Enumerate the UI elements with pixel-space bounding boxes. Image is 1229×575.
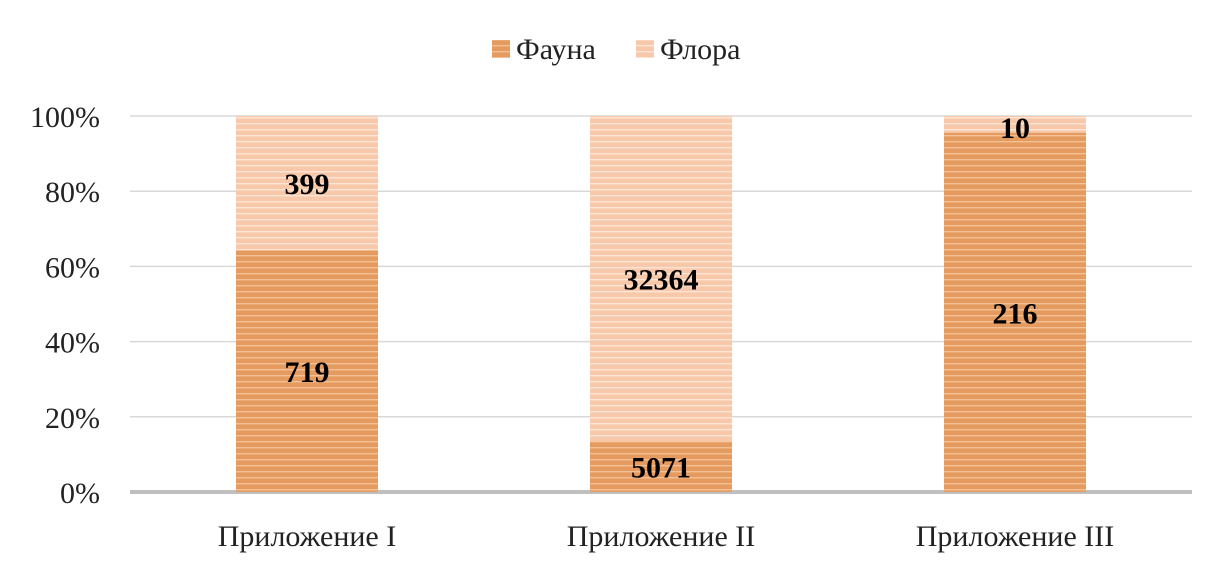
y-tick-label: 80% <box>45 176 100 209</box>
data-labels: 719 399 5071 32364 216 10 <box>285 112 1038 485</box>
data-label: 32364 <box>624 264 699 297</box>
y-tick-label: 20% <box>45 402 100 435</box>
bar-segment-flora <box>236 116 378 251</box>
y-tick-label: 100% <box>30 101 100 134</box>
data-label: 216 <box>993 297 1038 330</box>
y-tick-label: 0% <box>60 477 100 510</box>
legend-swatch-fauna <box>492 40 510 58</box>
legend: Фауна Флора <box>492 33 741 66</box>
x-category-label: Приложение II <box>567 520 756 553</box>
legend-swatch-flora <box>636 40 654 58</box>
bar-segment-fauna <box>944 132 1086 493</box>
bar-segment-fauna <box>590 441 732 492</box>
y-tick-label: 40% <box>45 327 100 360</box>
y-tick-label: 60% <box>45 251 100 284</box>
x-category-label: Приложение I <box>218 520 397 553</box>
y-axis: 0% 20% 40% 60% 80% 100% <box>30 101 100 510</box>
x-category-label: Приложение III <box>916 520 1115 553</box>
bar-segment-flora <box>944 116 1086 133</box>
bars <box>236 116 1086 493</box>
legend-label-flora: Флора <box>660 33 741 66</box>
data-label: 719 <box>285 356 330 389</box>
data-label: 399 <box>285 168 330 201</box>
data-label: 10 <box>1000 112 1030 145</box>
data-label: 5071 <box>631 452 691 485</box>
bar-segment-flora <box>590 116 732 442</box>
legend-label-fauna: Фауна <box>516 33 596 66</box>
bar-segment-fauna <box>236 250 378 492</box>
x-axis: Приложение I Приложение II Приложение III <box>218 520 1115 553</box>
